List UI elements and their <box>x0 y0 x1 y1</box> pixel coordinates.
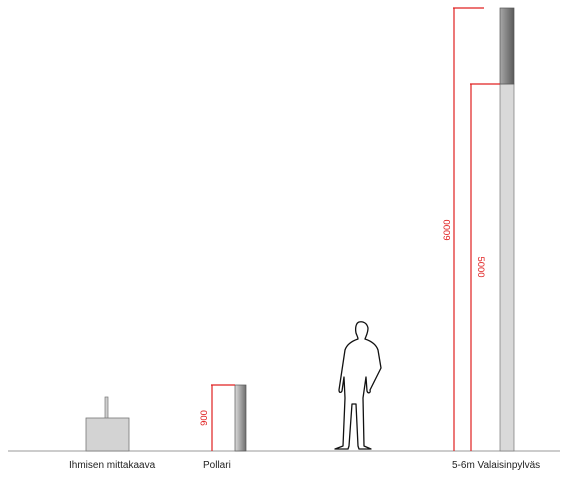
lamp-post-top-extension <box>499 7 515 85</box>
scale-object <box>85 396 130 452</box>
bollard-dimension <box>211 384 235 451</box>
pole-6m-dimension-label: 6000 <box>442 219 453 240</box>
bollard-dimension-label: 900 <box>199 410 210 426</box>
pole-5m-dimension-label: 5000 <box>475 256 486 277</box>
pole-caption: 5-6m Valaisinpylväs <box>452 460 541 471</box>
human-silhouette <box>334 321 382 450</box>
scale-caption: Ihmisen mittakaava <box>69 460 156 471</box>
lamp-post-shaft <box>499 83 515 452</box>
bollard-body <box>234 384 247 452</box>
pole-6m-dimension <box>453 7 484 451</box>
bollard <box>234 384 247 452</box>
lamp-post <box>499 7 515 452</box>
pole-5m-dimension <box>470 83 500 451</box>
scale-object-post <box>104 396 109 420</box>
bollard-caption: Pollari <box>203 460 231 471</box>
scale-object-box <box>85 417 130 452</box>
